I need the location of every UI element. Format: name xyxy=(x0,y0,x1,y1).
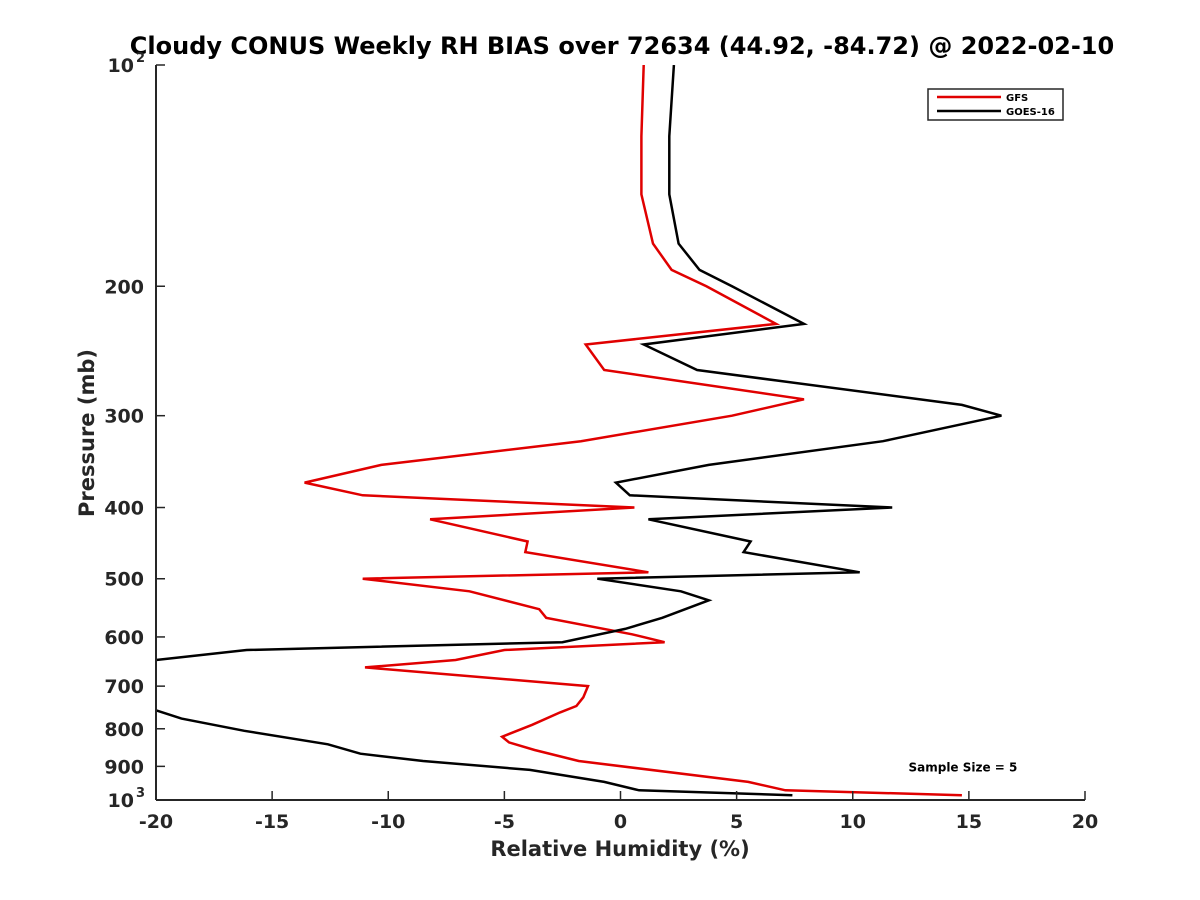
x-tick-label: -5 xyxy=(494,811,515,833)
y-tick-label: 400 xyxy=(104,498,144,520)
x-tick-label: -20 xyxy=(139,811,173,833)
y-tick-label: 800 xyxy=(104,719,144,741)
y-tick-label: 10 xyxy=(108,790,134,812)
y-axis-label: Pressure (mb) xyxy=(75,349,99,517)
y-tick-label: 900 xyxy=(104,756,144,778)
y-tick-label: 10 xyxy=(108,55,134,77)
x-tick-label: 0 xyxy=(614,811,627,833)
legend-label-goes16: GOES-16 xyxy=(1006,107,1055,118)
y-tick-exponent: 2 xyxy=(136,51,145,66)
y-tick-label: 600 xyxy=(104,627,144,649)
sample-size-annotation: Sample Size = 5 xyxy=(908,760,1017,774)
y-tick-exponent: 3 xyxy=(136,786,145,801)
y-tick-label: 700 xyxy=(104,676,144,698)
y-tick-label: 300 xyxy=(104,406,144,428)
x-tick-label: 20 xyxy=(1072,811,1098,833)
legend-box xyxy=(927,88,1064,121)
x-tick-label: 10 xyxy=(840,811,866,833)
x-tick-label: 15 xyxy=(956,811,982,833)
goes16-line xyxy=(156,65,1002,797)
x-tick-label: 5 xyxy=(730,811,743,833)
x-axis-label: Relative Humidity (%) xyxy=(490,837,749,861)
gfs-line xyxy=(304,65,962,797)
series-layer xyxy=(156,65,1002,797)
x-tick-label: -15 xyxy=(255,811,289,833)
x-ticks: -20 -15 -10 -5 0 5 10 15 20 xyxy=(139,791,1098,833)
y-tick-label: 500 xyxy=(104,569,144,591)
x-tick-label: -10 xyxy=(371,811,405,833)
legend: GFS GOES-16 xyxy=(927,88,1064,121)
y-tick-label: 200 xyxy=(104,276,144,298)
legend-label-gfs: GFS xyxy=(1006,93,1028,104)
chart-title: Cloudy CONUS Weekly RH BIAS over 72634 (… xyxy=(130,32,1114,60)
